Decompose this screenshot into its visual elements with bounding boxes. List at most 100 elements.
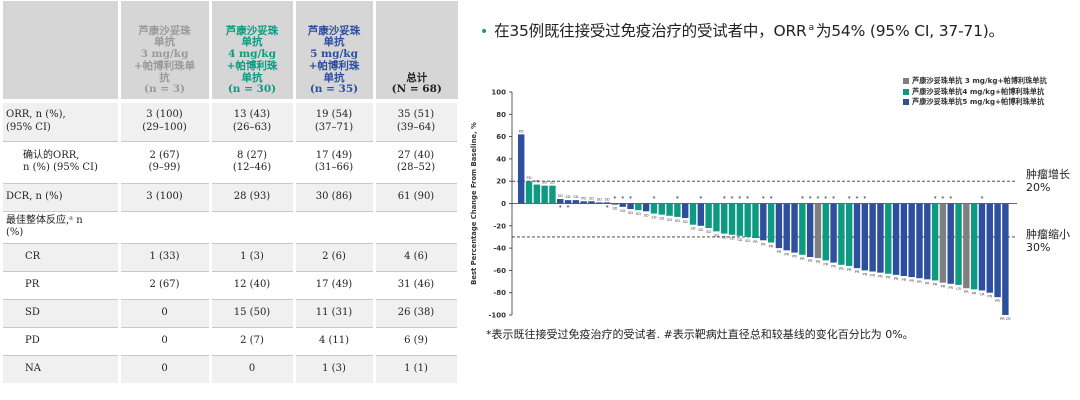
- table-cell: 35 (51) (39–64): [374, 101, 460, 141]
- table-row: CR 1 (33) 1 (3) 2 (6) 4 (6): [3, 242, 460, 271]
- bar-response-label: PR: [964, 290, 969, 294]
- bar-response-label: PR: [995, 299, 1000, 303]
- table-row: NA 0 0 1 (3) 1 (1): [3, 354, 460, 383]
- table-row: PD 0 2 (7) 4 (11) 6 (9): [3, 326, 460, 355]
- column-header-line: 单抗: [323, 71, 345, 84]
- y-tick-label: -100: [488, 312, 506, 320]
- prior-immunotherapy-marker: *: [676, 196, 679, 203]
- legend-label: 芦康沙妥珠单抗4 mg/kg+帕博利珠单抗: [912, 86, 1045, 96]
- bar-response-label: PR: [769, 245, 774, 249]
- bar: [611, 203, 619, 205]
- bar-response-label: SD: [620, 209, 625, 213]
- bar-response-label: PR: [925, 281, 930, 285]
- bar: [861, 203, 869, 271]
- legend-entry: 芦康沙妥珠单抗 3 mg/kg+帕博利珠单抗: [903, 76, 1047, 87]
- bar-response-label: PR: [909, 279, 914, 283]
- table-row: 确认的ORR, n (%) (95% CI) 2 (67) (9–99) 8 (27)(…: [3, 140, 460, 183]
- table-cell-line: 31 (46): [397, 278, 435, 290]
- column-header-line: 芦康沙妥珠: [138, 24, 191, 37]
- bar: [892, 203, 900, 275]
- bar: [603, 202, 611, 204]
- bar-response-label: PR CR: [1000, 317, 1011, 321]
- bar: [557, 199, 564, 204]
- table-cell: 4 (11): [294, 326, 376, 355]
- table-cell: 3 (100): [119, 182, 212, 211]
- prior-immunotherapy-marker: *: [746, 196, 749, 203]
- row-label: SD: [3, 298, 121, 327]
- bar-response-label: PR: [800, 257, 805, 261]
- chart-legend: 芦康沙妥珠单抗 3 mg/kg+帕博利珠单抗 芦康沙妥珠单抗4 mg/kg+帕博利…: [903, 76, 1047, 108]
- table-cell-line: 4 (6): [404, 250, 428, 262]
- legend-entry: 芦康沙妥珠单抗4 mg/kg+帕博利珠单抗: [903, 87, 1047, 98]
- prior-immunotherapy-marker: *: [613, 196, 616, 203]
- row-label-line: PR: [25, 278, 40, 290]
- bar-response-label: SD: [722, 236, 727, 240]
- bar-response-label: SD: [573, 195, 578, 199]
- row-label: CR: [3, 242, 121, 271]
- bar-response-label: SD: [659, 217, 664, 221]
- prior-immunotherapy-marker: *: [652, 196, 655, 203]
- bar: [916, 203, 923, 279]
- table-cell-line: 4 (11): [318, 334, 350, 346]
- bar: [666, 203, 673, 216]
- bar: [627, 203, 634, 210]
- column-header: 总计 (N = 68): [374, 1, 458, 103]
- table-row: SD 0 15 (50) 11 (31) 26 (38): [3, 298, 460, 327]
- y-axis-label: Best Percentage Change From Baseline, %: [470, 122, 478, 285]
- table-cell-line: 2 (67): [149, 149, 180, 161]
- bar: [947, 203, 954, 284]
- headline-text-before: 在35例既往接受过免疫治疗的受试者中，ORR: [494, 22, 807, 40]
- bar-response-label: SD: [550, 181, 555, 185]
- bar: [682, 203, 689, 218]
- table-cell: 17 (49) (31–66): [294, 140, 376, 183]
- bar-response-label: CR: [979, 292, 985, 296]
- table-cell-line: 30 (86): [315, 190, 353, 202]
- table-cell-line: (31–66): [314, 162, 354, 173]
- header-blank-cell: [3, 1, 121, 103]
- table-row: PR 2 (67) 12 (40) 17 (49) 31 (46): [3, 270, 460, 299]
- table-cell-line: 13 (43): [233, 109, 271, 121]
- table-row: 最佳整体反应,ᵃ n (%): [3, 210, 460, 243]
- prior-immunotherapy-marker: *: [699, 196, 702, 203]
- table-cell-line: (9–99): [148, 162, 181, 173]
- bar: [830, 203, 837, 263]
- table-cell: 19 (54) (37–71): [294, 101, 376, 141]
- bar-response-label: SD: [542, 181, 547, 185]
- y-tick-label: 80: [496, 111, 506, 119]
- column-header-line: 5 mg/kg: [310, 48, 358, 60]
- bar: [760, 203, 767, 241]
- column-header-line: 单抗: [241, 36, 263, 49]
- column-header-line: 单抗: [154, 36, 175, 49]
- bar: [533, 184, 541, 204]
- bar: [1002, 203, 1009, 315]
- bar-response-label: PR: [792, 255, 797, 259]
- bar-response-label: SD: [714, 233, 719, 237]
- table-cell-line: 27 (40): [397, 149, 435, 161]
- column-header: 芦康沙妥珠 单抗 3 mg/kg +帕博利珠单抗 (n = 3): [119, 1, 212, 103]
- shrink-annotation-value: 30%: [1026, 241, 1051, 254]
- column-header-line: +帕博利珠: [226, 59, 278, 72]
- bar-response-label: PR: [839, 267, 844, 271]
- table-cell: 3 (100) (29–100): [119, 101, 212, 141]
- table-cell-line: 1 (33): [149, 250, 180, 262]
- bar: [822, 203, 829, 261]
- column-header-line: 芦康沙妥珠: [307, 24, 361, 37]
- bar: [689, 203, 697, 225]
- row-label-line: n (%) (95% CI): [23, 162, 98, 173]
- bar-response-label: SD: [651, 216, 656, 220]
- row-label-line: ORR, n (%),: [6, 109, 66, 121]
- row-label-line: 最佳整体反应,ᵃ n: [6, 214, 83, 226]
- prior-immunotherapy-marker: *: [832, 196, 835, 203]
- prior-immunotherapy-marker: *: [816, 196, 819, 203]
- table-cell-line: 35 (51): [397, 109, 435, 121]
- bullet-icon: •: [480, 24, 489, 40]
- waterfall-chart: 100 80 60 40 20 0 -20 -40 -60 -80 -100 Best Percent…: [470, 89, 1017, 321]
- table-cell-line: (37–71): [314, 121, 354, 133]
- table-cell: [210, 210, 296, 243]
- bar: [924, 203, 931, 280]
- y-tick-label: -60: [493, 267, 506, 275]
- table-cell: 13 (43) (26–63): [210, 101, 296, 141]
- bar: [580, 201, 587, 204]
- bar: [736, 203, 744, 236]
- table-header-row: 芦康沙妥珠 单抗 3 mg/kg +帕博利珠单抗 (n = 3) 芦康沙妥珠 单抗 4 mg/…: [3, 1, 458, 103]
